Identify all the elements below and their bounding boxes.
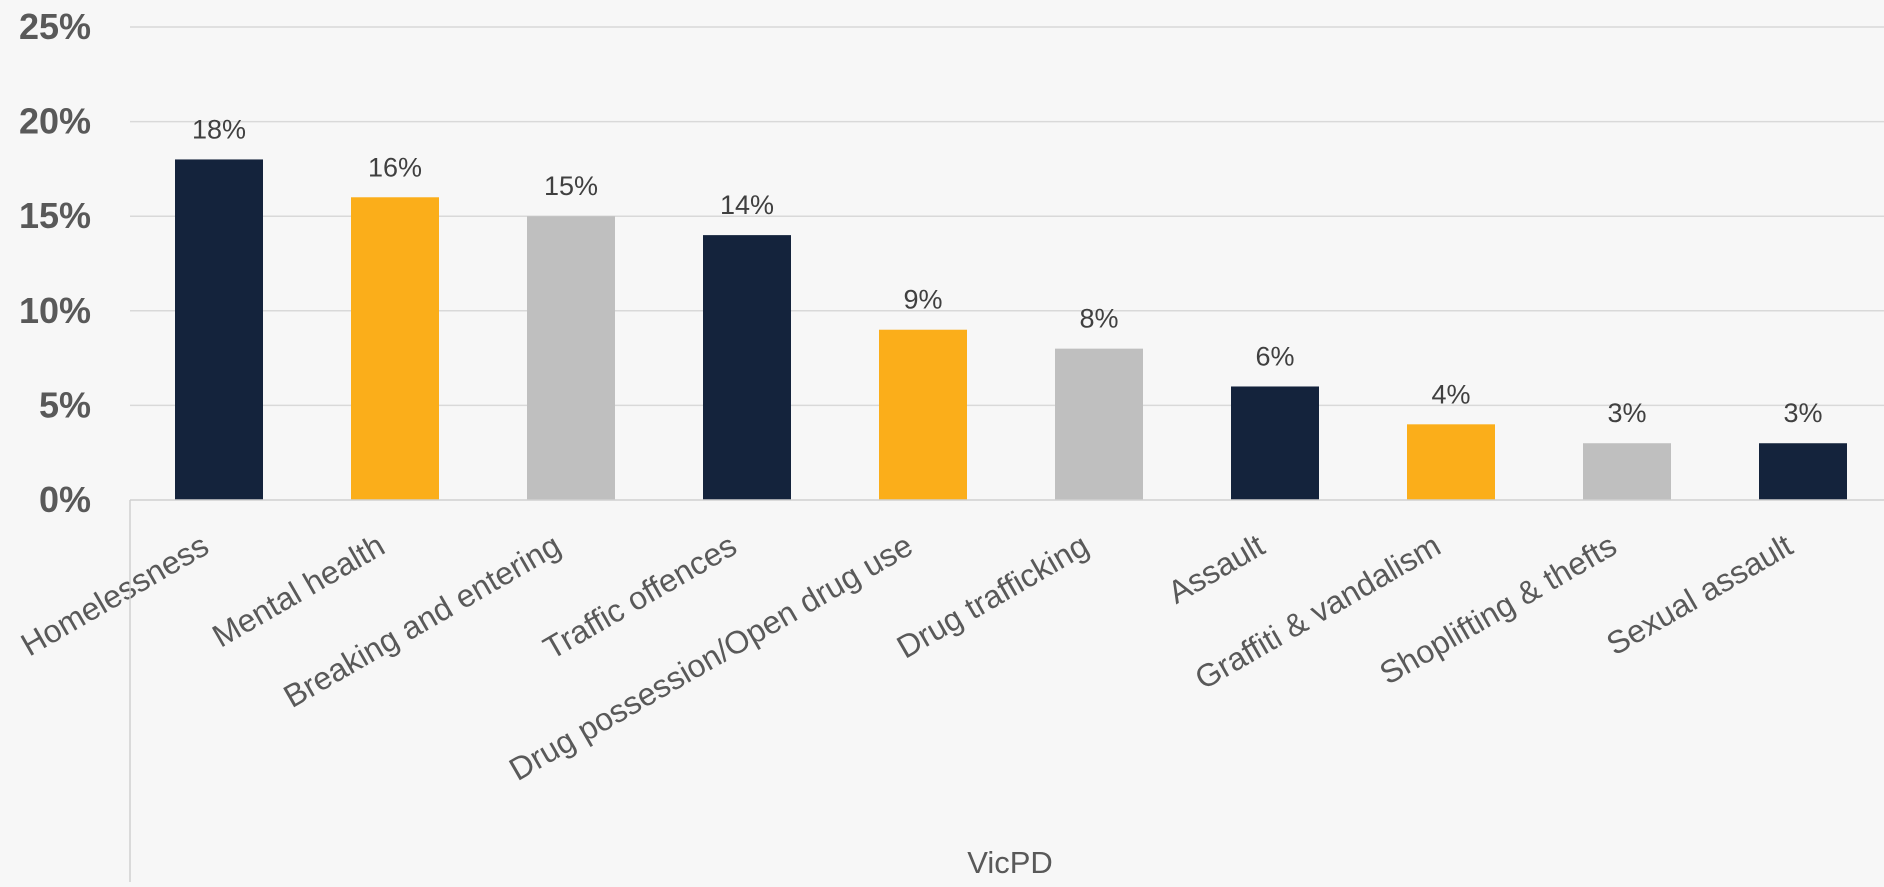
data-label: 3% (1783, 398, 1822, 428)
data-label: 16% (368, 152, 422, 182)
y-tick-label: 0% (39, 479, 91, 520)
bar (175, 159, 263, 500)
data-label: 3% (1607, 398, 1646, 428)
bar (1583, 443, 1671, 500)
bar (1055, 348, 1143, 500)
bar (879, 329, 967, 500)
bar (1407, 424, 1495, 500)
bar (1759, 443, 1847, 500)
x-tick-label: Assault (1162, 527, 1271, 611)
data-labels: 18% 16% 15% 14% 9% 8% 6% 4% 3% 3% (192, 114, 1823, 428)
data-label: 9% (903, 285, 942, 315)
bar (703, 235, 791, 500)
y-tick-label: 20% (19, 101, 91, 142)
y-tick-label: 10% (19, 290, 91, 331)
y-axis-ticks: 0% 5% 10% 15% 20% 25% (19, 6, 91, 520)
x-tick-label: Sexual assault (1600, 527, 1798, 662)
bar (1231, 386, 1319, 500)
bar (527, 216, 615, 500)
x-axis-group-label: VicPD (967, 845, 1053, 880)
data-label: 15% (544, 171, 598, 201)
data-label: 6% (1255, 341, 1294, 371)
y-tick-label: 5% (39, 384, 91, 425)
data-label: 8% (1079, 304, 1118, 334)
bars (175, 159, 1847, 500)
y-tick-label: 15% (19, 195, 91, 236)
data-label: 14% (720, 190, 774, 220)
x-tick-label: Homelessness (15, 527, 215, 663)
y-tick-label: 25% (19, 6, 91, 47)
x-tick-label: Drug trafficking (891, 527, 1095, 665)
data-label: 4% (1431, 379, 1470, 409)
data-label: 18% (192, 114, 246, 144)
bar (351, 197, 439, 500)
x-tick-label: Breaking and entering (277, 527, 566, 715)
